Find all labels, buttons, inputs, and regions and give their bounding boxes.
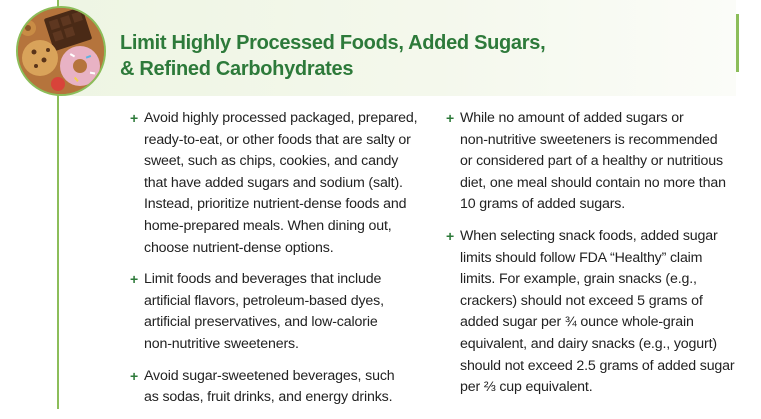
plus-bullet-icon: + <box>130 110 139 126</box>
right-bullet-list: + While no amount of added sugars or non… <box>446 108 746 409</box>
left-bullet-list: + Avoid highly processed packaged, prepa… <box>130 108 430 419</box>
text-line: non-nutritive sweeteners. <box>144 335 299 352</box>
text-line: While no amount of added sugars or <box>460 110 684 126</box>
plus-bullet-icon: + <box>130 271 139 288</box>
text-line: artificial preservatives, and low-calori… <box>144 314 378 331</box>
text-line: crackers) should not exceed 5 grams of <box>460 292 703 309</box>
text-line: Limit foods and beverages that include <box>144 271 382 288</box>
text-line: as sodas, fruit drinks, and energy drink… <box>144 389 393 406</box>
list-item: + When selecting snack foods, added suga… <box>446 226 746 399</box>
text-line: diet, one meal should contain no more th… <box>460 174 726 191</box>
title-line: & Refined Carbohydrates <box>120 58 354 80</box>
plus-bullet-icon: + <box>130 367 139 384</box>
plus-bullet-icon: + <box>446 110 455 126</box>
plus-bullet-icon: + <box>446 227 455 244</box>
text-line: added sugar per ¾ ounce whole-grain <box>460 314 694 331</box>
processed-foods-illustration <box>18 8 104 94</box>
text-line: limits should follow FDA “Healthy” claim <box>460 249 703 266</box>
text-line: When selecting snack foods, added sugar <box>460 227 718 244</box>
list-item: + Limit foods and beverages that include… <box>130 269 430 355</box>
processed-foods-photo <box>16 6 106 96</box>
text-line: Avoid sugar-sweetened beverages, such <box>144 367 395 384</box>
text-line: sweet, such as chips, cookies, and candy <box>144 153 399 170</box>
text-line: limits. For example, grain snacks (e.g., <box>460 271 697 288</box>
text-line: or considered part of a healthy or nutri… <box>460 153 723 170</box>
text-line: choose nutrient-dense options. <box>144 239 334 256</box>
text-line: ready-to-eat, or other foods that are sa… <box>144 131 411 148</box>
header-band <box>59 0 736 96</box>
text-line: equivalent, and dairy snacks (e.g., yogu… <box>460 335 717 352</box>
list-item: + While no amount of added sugars or non… <box>446 108 746 216</box>
right-accent-rule <box>736 14 739 72</box>
text-line: should not exceed 2.5 grams of added sug… <box>460 357 735 374</box>
left-accent-rule <box>57 0 59 409</box>
text-line: per ⅔ cup equivalent. <box>460 379 593 396</box>
list-item: + Avoid highly processed packaged, prepa… <box>130 108 430 259</box>
text-line: Instead, prioritize nutrient-dense foods… <box>144 196 407 213</box>
text-line: artificial flavors, petroleum-based dyes… <box>144 292 384 309</box>
title-line: Limit Highly Processed Foods, Added Suga… <box>120 32 546 54</box>
text-line: that have added sugars and sodium (salt)… <box>144 174 403 191</box>
text-line: home-prepared meals. When dining out, <box>144 217 392 234</box>
list-item: + Avoid sugar-sweetened beverages, such … <box>130 366 430 409</box>
text-line: non-nutritive sweeteners is recommended <box>460 131 718 148</box>
text-line: Avoid highly processed packaged, prepare… <box>144 110 418 126</box>
page-title: Limit Highly Processed Foods, Added Suga… <box>120 30 720 82</box>
text-line: 10 grams of added sugars. <box>460 196 626 213</box>
